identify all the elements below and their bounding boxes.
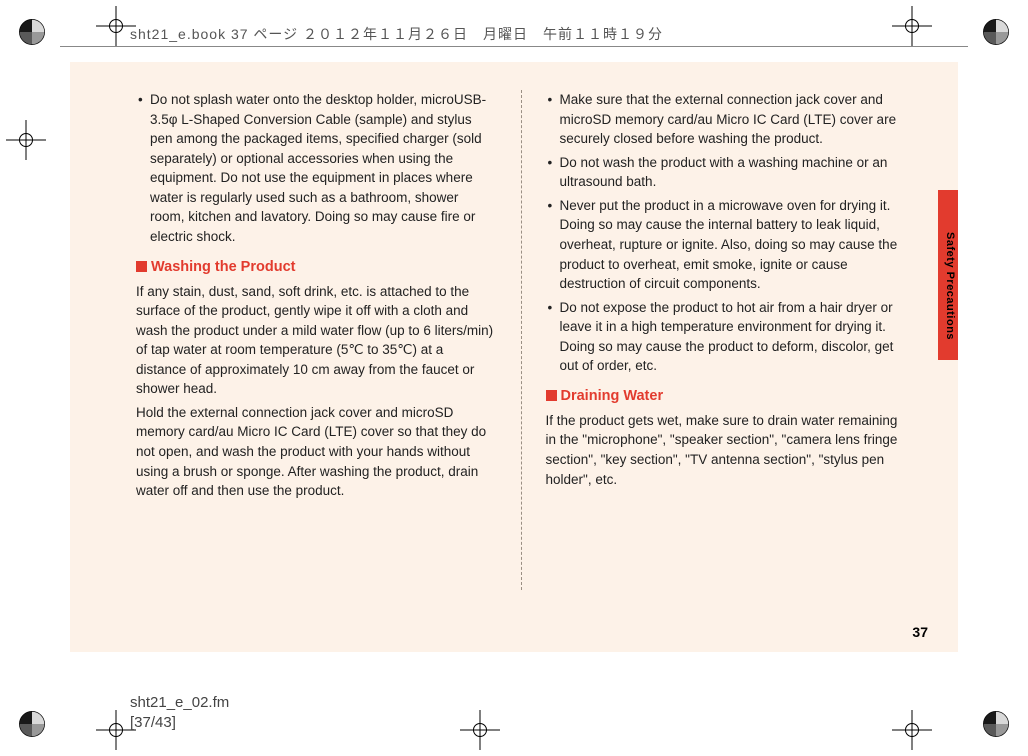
- content-columns: Do not splash water onto the desktop hol…: [136, 90, 906, 610]
- crop-pinwheel-br: [982, 710, 1010, 738]
- crop-crosshair-left: [6, 120, 46, 160]
- heading-text: Draining Water: [561, 388, 664, 404]
- crop-pinwheel-tr: [982, 18, 1010, 46]
- footer-filename: sht21_e_02.fm: [130, 693, 229, 713]
- crop-crosshair-bottom-right: [892, 710, 932, 750]
- print-footer: sht21_e_02.fm [37/43]: [130, 693, 229, 732]
- bullet-item: Make sure that the external connection j…: [546, 90, 907, 149]
- paragraph: If any stain, dust, sand, soft drink, et…: [136, 282, 497, 399]
- bullet-item: Do not wash the product with a washing m…: [546, 153, 907, 192]
- crop-crosshair-top-right: [892, 6, 932, 46]
- heading-draining: Draining Water: [546, 386, 907, 407]
- bullet-item: Never put the product in a microwave ove…: [546, 196, 907, 294]
- bullet-item: Do not expose the product to hot air fro…: [546, 298, 907, 376]
- heading-text: Washing the Product: [151, 259, 295, 275]
- right-column: Make sure that the external connection j…: [546, 90, 907, 610]
- column-divider: [521, 90, 522, 590]
- paragraph: If the product gets wet, make sure to dr…: [546, 411, 907, 489]
- header-rule: [60, 46, 968, 47]
- page-area: Safety Precautions 37 Do not splash wate…: [70, 62, 958, 652]
- crop-pinwheel-bl: [18, 710, 46, 738]
- heading-washing: Washing the Product: [136, 257, 497, 278]
- bullet-item: Do not splash water onto the desktop hol…: [136, 90, 497, 247]
- crop-crosshair-bottom-mid: [460, 710, 500, 750]
- paragraph: Hold the external connection jack cover …: [136, 403, 497, 501]
- print-header: sht21_e.book 37 ページ ２０１２年１１月２６日 月曜日 午前１１…: [130, 24, 663, 44]
- page-number: 37: [912, 624, 928, 640]
- square-bullet-icon: [136, 261, 147, 272]
- crop-pinwheel-tl: [18, 18, 46, 46]
- section-label: Safety Precautions: [944, 232, 956, 340]
- left-column: Do not splash water onto the desktop hol…: [136, 90, 497, 610]
- square-bullet-icon: [546, 390, 557, 401]
- footer-pagecount: [37/43]: [130, 713, 229, 733]
